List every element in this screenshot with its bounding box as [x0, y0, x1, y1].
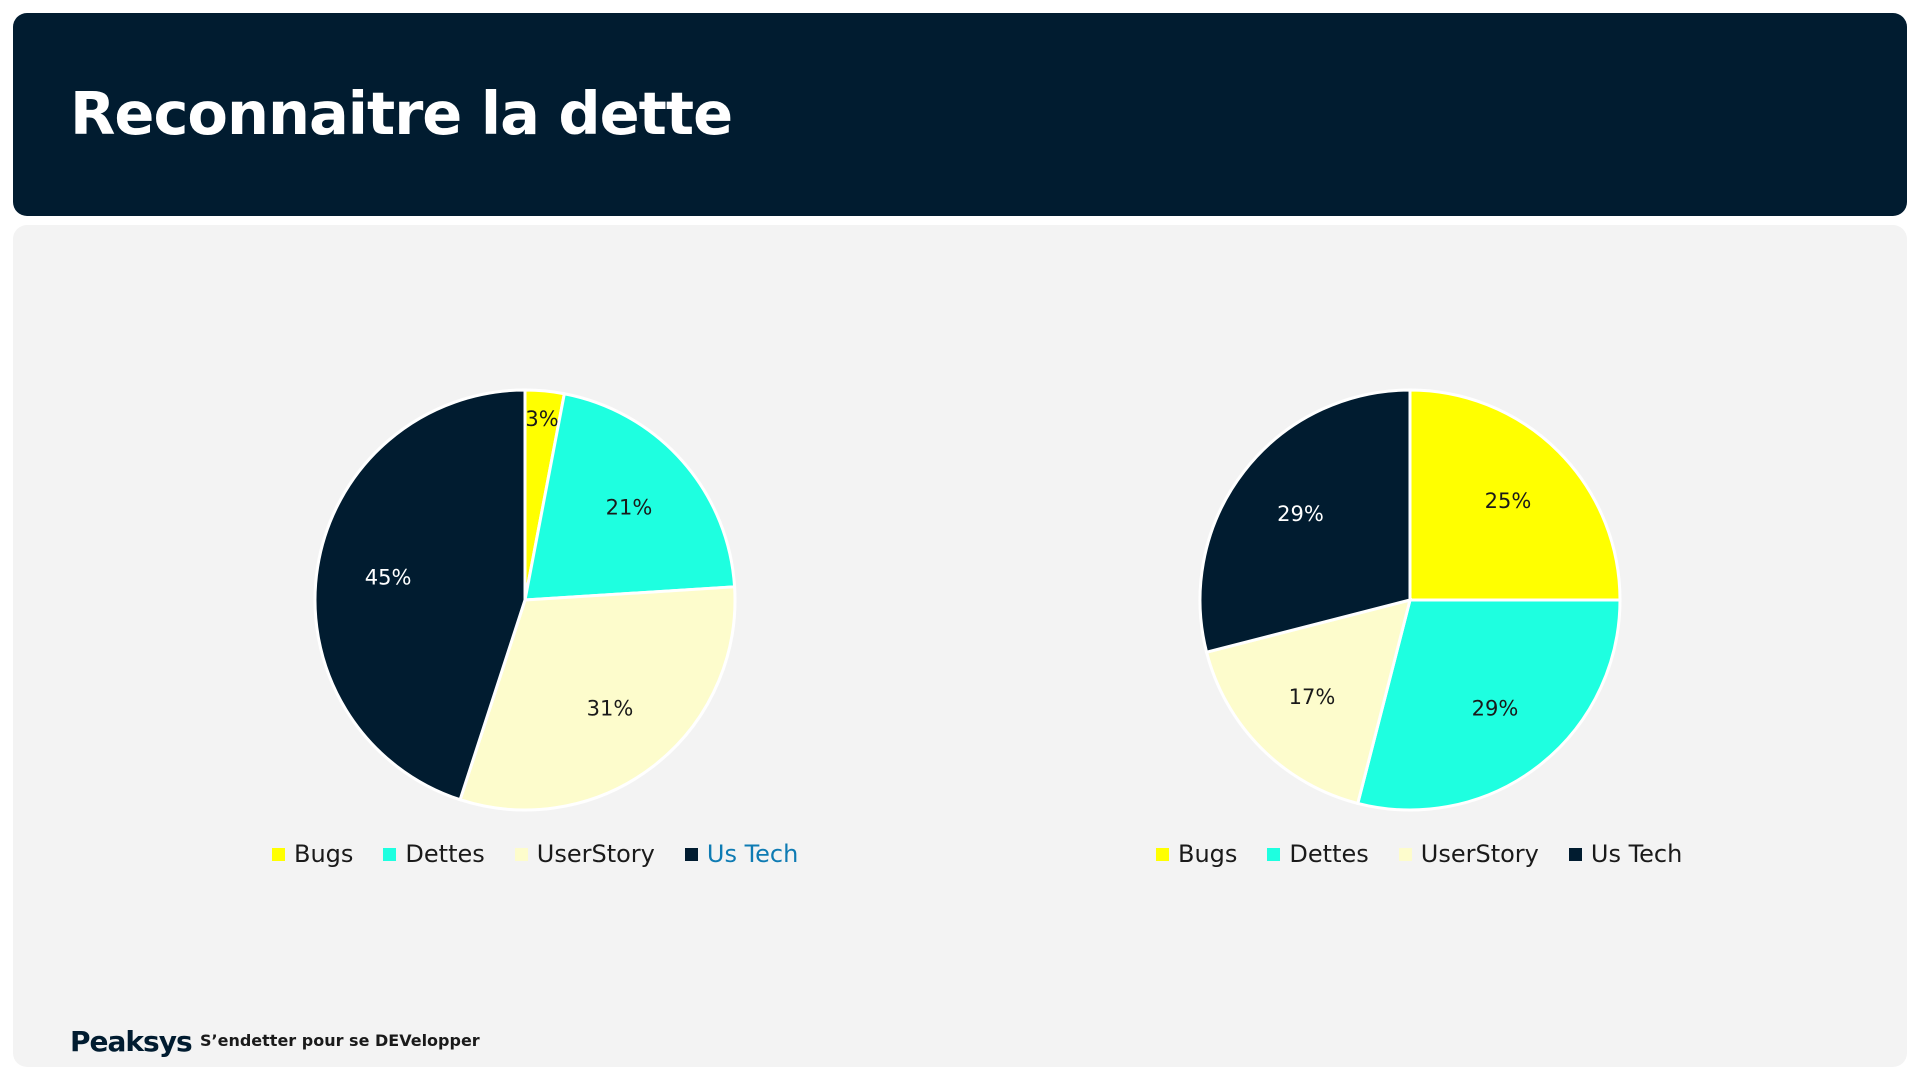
pie-chart-left: 3% 21% 31% 45% — [313, 388, 737, 812]
legend-swatch-userstory — [1398, 847, 1412, 861]
pie-slice-bugs — [1408, 388, 1622, 602]
legend-item-dettes: Dettes — [383, 840, 485, 868]
legend-swatch-dettes — [1267, 847, 1281, 861]
legend-swatch-bugs — [1156, 847, 1169, 861]
legend-swatch-us-tech — [684, 847, 698, 861]
legend-item-bugs: Bugs — [272, 840, 353, 868]
legend-label-bugs: Bugs — [294, 840, 354, 868]
legend-item-userstory: UserStory — [514, 840, 655, 868]
page-title: Reconnaitre la dette — [70, 79, 733, 148]
data-label-userstory: 17% — [1289, 685, 1336, 709]
legend-item-us-tech: Us Tech — [684, 840, 799, 868]
pie-slice-userstory — [458, 585, 737, 812]
pie-slice-userstory — [1204, 597, 1413, 806]
legend-label-dettes: Dettes — [1289, 840, 1369, 868]
legend-item-userstory: UserStory — [1398, 840, 1539, 868]
data-label-us-tech: 29% — [1277, 502, 1324, 526]
legend-swatch-bugs — [272, 847, 285, 861]
data-label-dettes: 21% — [606, 495, 653, 519]
pie-slice-us-tech — [313, 388, 527, 802]
legend-item-dettes: Dettes — [1267, 840, 1369, 868]
legend-swatch-userstory — [514, 847, 528, 861]
legend-swatch-dettes — [383, 847, 397, 861]
data-label-bugs: 25% — [1485, 489, 1532, 513]
pie-slice-dettes — [523, 391, 737, 602]
legend-item-bugs: Bugs — [1156, 840, 1237, 868]
data-label-userstory: 31% — [587, 697, 634, 721]
legend-label-us-tech: Us Tech — [1590, 840, 1683, 868]
header-banner: Reconnaitre la dette — [13, 13, 1907, 216]
pie-slice-dettes — [1355, 598, 1622, 812]
pie-slice-us-tech — [1198, 388, 1412, 655]
footer-tagline: S’endetter pour se DEVelopper — [200, 1031, 480, 1050]
legend-left: Bugs Dettes UserStory Us Tech — [272, 840, 798, 868]
legend-label-userstory: UserStory — [1420, 840, 1539, 868]
data-label-us-tech: 45% — [365, 565, 412, 589]
pie-chart-right: 25% 29% 17% 29% — [1198, 388, 1622, 812]
data-label-dettes: 29% — [1472, 697, 1519, 721]
legend-item-us-tech: Us Tech — [1568, 840, 1683, 868]
legend-label-us-tech: Us Tech — [706, 840, 799, 868]
legend-label-userstory: UserStory — [536, 840, 655, 868]
legend-right: Bugs Dettes UserStory Us Tech — [1156, 840, 1682, 868]
legend-swatch-us-tech — [1568, 847, 1582, 861]
footer-logo: Peaksys — [70, 1025, 193, 1058]
legend-label-bugs: Bugs — [1178, 840, 1238, 868]
legend-label-dettes: Dettes — [405, 840, 485, 868]
data-label-bugs: 3% — [525, 407, 558, 431]
